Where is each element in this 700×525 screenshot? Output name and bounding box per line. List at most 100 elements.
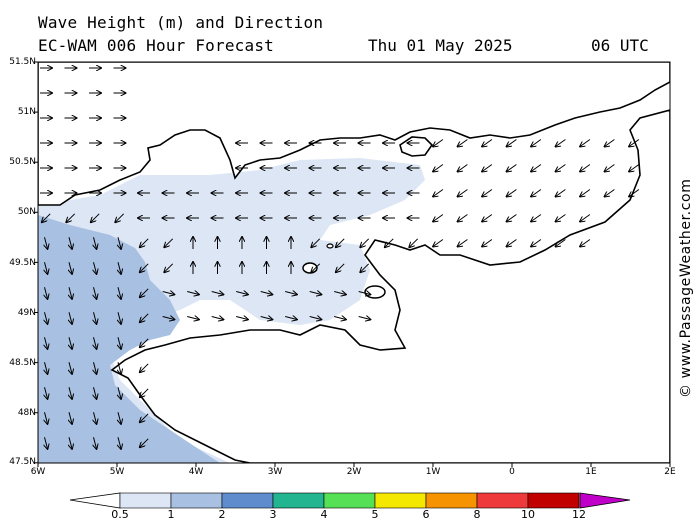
wave-arrow — [531, 139, 542, 147]
wave-arrow — [605, 139, 615, 147]
lon-label-1W: 1W — [425, 467, 441, 477]
wave-arrow — [360, 238, 370, 247]
wave-arrow — [433, 214, 444, 222]
wave-arrow — [94, 287, 97, 299]
wave-arrow — [140, 413, 149, 422]
wave-arrow — [94, 237, 97, 249]
wave-arrow — [45, 337, 48, 349]
wave-arrow — [605, 189, 615, 197]
wave-arrow — [507, 139, 517, 147]
wave-arrow — [140, 238, 149, 247]
colorbar-cell — [323, 492, 376, 509]
wave-arrow — [507, 239, 517, 247]
wave-arrow — [605, 164, 615, 172]
wave-arrow — [458, 164, 468, 172]
wave-arrow — [45, 387, 48, 399]
wave-arrow — [531, 214, 542, 222]
wave-arrow — [334, 292, 346, 295]
wave-arrow — [336, 263, 345, 272]
wave-arrow — [311, 238, 321, 247]
wave-arrow — [69, 312, 72, 324]
wave-arrow — [118, 312, 121, 324]
colorbar-label-1: 1 — [167, 508, 175, 521]
wave-arrow — [45, 262, 48, 274]
wave-arrow — [580, 189, 591, 197]
wave-arrow — [458, 189, 468, 197]
wave-arrow — [162, 292, 175, 295]
lon-label-4W: 4W — [188, 467, 204, 477]
wave-arrow — [91, 213, 100, 222]
wave-arrow — [482, 239, 493, 247]
wave-arrow — [94, 337, 97, 349]
wave-arrow — [433, 164, 444, 172]
wave-arrow — [45, 437, 48, 449]
axis-ticks — [34, 61, 671, 467]
wave-arrow — [45, 287, 48, 299]
wave-arrow — [358, 292, 371, 295]
wave-arrow — [458, 214, 468, 222]
wave-arrow — [140, 263, 149, 272]
colorbar-cell — [527, 492, 580, 509]
wave-arrow — [385, 238, 394, 247]
wave-arrow — [629, 164, 640, 172]
colorbar-cell — [272, 492, 325, 509]
wave-arrow — [507, 164, 517, 172]
colorbar-label-12: 12 — [572, 508, 586, 521]
lat-label-48N: 48N — [17, 408, 36, 418]
wave-arrow — [482, 214, 493, 222]
map-title: Wave Height (m) and Direction — [38, 13, 324, 32]
wave-arrow — [580, 239, 591, 247]
colorbar — [69, 492, 631, 509]
wave-arrow — [482, 189, 493, 197]
wave-arrow — [433, 239, 444, 247]
colorbar-label-6: 6 — [422, 508, 430, 521]
wave-arrow — [260, 292, 273, 295]
wave-arrow — [140, 288, 149, 297]
wave-arrow — [556, 239, 566, 247]
lat-label-51.5N: 51.5N — [9, 57, 36, 67]
lon-label-1E: 1E — [585, 467, 597, 477]
wave-arrow — [556, 189, 566, 197]
lat-label-51N: 51N — [17, 107, 36, 117]
wave-arrow — [118, 387, 121, 399]
forecast-time: 06 UTC — [591, 36, 649, 55]
wave-arrow — [69, 387, 72, 399]
wave-arrow — [309, 317, 322, 320]
wave-arrow — [187, 317, 199, 320]
wave-arrow — [531, 239, 542, 247]
wave-arrow — [45, 362, 48, 374]
lon-label-2E: 2E — [664, 467, 676, 477]
wave-arrow — [187, 292, 199, 295]
forecast-model: EC-WAM 006 Hour Forecast — [38, 36, 274, 55]
france-landmass — [110, 109, 670, 463]
wave-arrow — [629, 189, 640, 197]
wave-arrow — [360, 263, 370, 272]
wave-arrow — [260, 317, 273, 320]
wave-arrow — [42, 213, 51, 222]
colorbar-cell — [170, 492, 223, 509]
wave-direction-arrows — [40, 68, 640, 449]
wave-arrow — [69, 262, 72, 274]
wave-arrow — [118, 237, 121, 249]
wave-arrow — [69, 337, 72, 349]
lon-label-2W: 2W — [346, 467, 362, 477]
wave-arrow — [580, 164, 591, 172]
colorbar-label-10: 10 — [521, 508, 535, 521]
wave-arrow — [482, 139, 493, 147]
wave-arrow — [164, 263, 174, 272]
wave-arrow — [311, 263, 321, 272]
wave-arrow — [309, 292, 322, 295]
wave-arrow — [580, 139, 591, 147]
wave-arrow — [94, 362, 97, 374]
colorbar-cell — [374, 492, 427, 509]
lon-label-5W: 5W — [109, 467, 125, 477]
wave-arrow — [433, 189, 444, 197]
colorbar-low-end — [69, 492, 121, 509]
wave-zone-1-2m — [38, 215, 220, 463]
forecast-date: Thu 01 May 2025 — [368, 36, 513, 55]
wave-arrow — [556, 214, 566, 222]
wave-arrow — [211, 292, 224, 295]
wave-arrow — [458, 239, 468, 247]
colorbar-cell — [119, 492, 172, 509]
lat-label-49.5N: 49.5N — [9, 258, 36, 268]
